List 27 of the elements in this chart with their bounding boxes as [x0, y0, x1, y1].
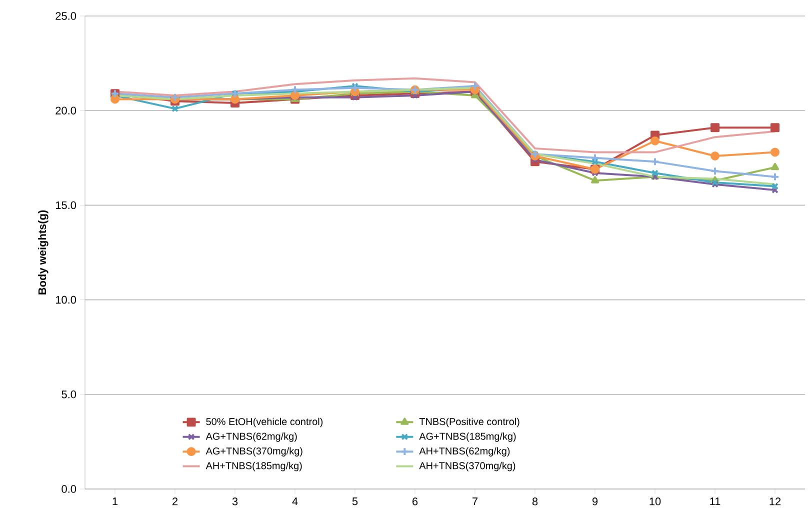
- x-tick-label: 7: [472, 498, 478, 506]
- x-tick-label: 10: [650, 498, 661, 506]
- legend-label: AG+TNBS(185mg/kg): [419, 432, 516, 442]
- legend-label: AH+TNBS(185mg/kg): [206, 462, 302, 472]
- legend-label: AG+TNBS(370mg/kg): [206, 447, 302, 456]
- x-tick-label: 4: [292, 498, 298, 506]
- x-tick-label: 9: [592, 498, 598, 506]
- legend-label: AH+TNBS(370mg/kg): [419, 462, 516, 472]
- y-tick-label: 5.0: [62, 390, 76, 398]
- x-tick-label: 8: [532, 498, 538, 506]
- x-tick-label: 12: [770, 498, 781, 506]
- y-tick-label: 10.0: [56, 296, 76, 304]
- legend-label: 50% EtOH(vehicle control): [206, 418, 323, 428]
- x-tick-label: 5: [352, 498, 358, 506]
- legend-label: TNBS(Positive control): [419, 418, 520, 428]
- x-tick-label: 2: [172, 498, 178, 506]
- x-tick-label: 3: [232, 498, 238, 506]
- y-axis-title: Body weights(g): [38, 210, 48, 294]
- y-tick-label: 25.0: [56, 12, 76, 20]
- y-tick-label: 20.0: [56, 106, 76, 114]
- x-tick-label: 1: [112, 498, 118, 506]
- legend-label: AH+TNBS(62mg/kg): [419, 447, 510, 456]
- x-tick-label: 11: [710, 498, 720, 506]
- legend-label: AG+TNBS(62mg/kg): [206, 432, 297, 442]
- x-tick-label: 6: [412, 498, 418, 506]
- y-tick-label: 0.0: [62, 485, 76, 493]
- y-tick-label: 15.0: [56, 201, 76, 210]
